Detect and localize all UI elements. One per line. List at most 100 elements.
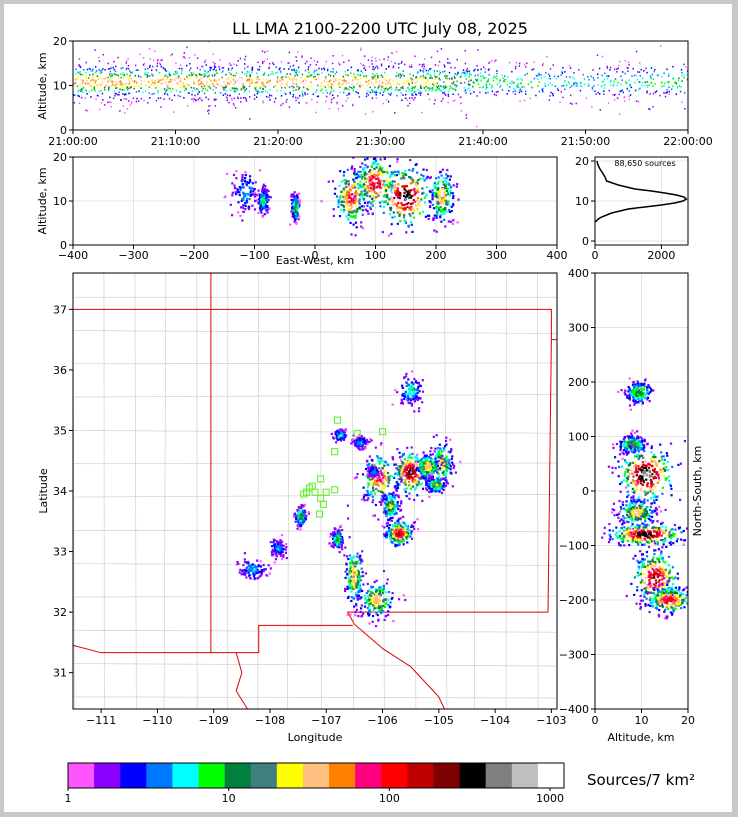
source-cell [399,522,402,525]
source-point [126,88,129,90]
x-tick-label: 200 [426,249,447,262]
source-point [118,93,120,96]
source-cell [447,464,450,467]
source-point [146,76,148,78]
source-cell [359,558,362,561]
source-point [420,82,423,84]
source-cell [428,474,431,477]
source-point [537,78,539,80]
source-cell [422,451,425,454]
source-point [204,75,206,77]
source-cell [262,197,265,200]
source-cell [432,218,435,221]
source-cell [414,191,418,195]
source-cell [419,464,422,467]
source-point [339,91,341,94]
source-point [115,73,118,76]
source-point [443,64,445,66]
source-cell [362,197,365,200]
source-cell [445,194,448,197]
source-cell [432,465,436,468]
source-cell [411,470,414,473]
source-cell [353,168,356,171]
source-cell [437,191,440,194]
source-point [213,85,215,87]
source-point [209,69,211,71]
source-point [205,72,208,74]
source-cell [423,454,426,457]
source-cell [431,459,434,462]
source-cell [442,183,445,186]
source-point [499,79,501,82]
source-cell [379,443,382,446]
source-cell [384,461,387,464]
source-point [428,98,431,101]
source-cell [413,475,416,478]
source-point [606,75,608,77]
source-cell [418,201,421,204]
county-line [73,663,557,667]
source-cell [409,469,412,472]
source-point [427,79,429,81]
source-cell [403,474,406,477]
source-cell [258,169,261,172]
source-point [200,80,202,83]
source-cell [409,463,412,466]
source-point [391,52,393,54]
source-point [421,111,423,114]
source-point [215,69,217,71]
source-point [277,76,279,79]
source-point [318,67,320,70]
source-point [120,99,122,101]
source-point [263,84,265,86]
source-cell [418,474,421,477]
source-point [177,77,180,80]
source-cell [380,473,383,476]
source-point [234,87,236,90]
source-point [549,82,551,84]
source-cell [430,476,433,480]
source-point [371,63,373,65]
source-point [664,95,667,98]
source-cell [404,173,407,176]
source-point [142,91,144,94]
source-point [356,83,358,86]
source-cell [362,205,365,208]
source-cell [416,484,419,487]
source-point [316,95,319,98]
source-point [177,82,179,85]
source-point [186,46,188,49]
source-point [430,56,433,59]
source-point [330,70,332,73]
source-cell [375,482,378,485]
source-cell [435,460,438,463]
source-cell [371,195,375,198]
source-cell [373,190,376,193]
source-point [163,93,166,95]
source-point [453,83,456,86]
source-cell [383,200,386,203]
source-cell [435,463,438,466]
source-point [86,82,88,85]
source-cell [441,454,444,457]
source-cell [396,544,399,547]
source-point [343,61,345,63]
source-cell [394,186,397,189]
source-point [244,97,246,99]
source-cell [255,194,258,197]
chart-title: LL LMA 2100-2200 UTC July 08, 2025 [232,19,528,38]
source-point [467,83,470,85]
source-cell [445,479,448,482]
source-cell [438,475,441,478]
source-cell [379,604,382,607]
source-point [610,84,612,87]
source-cell [357,577,360,580]
source-point [430,67,432,70]
source-cell [231,214,234,217]
source-cell [402,470,405,473]
source-point [405,90,407,93]
source-point [301,56,303,59]
source-point [402,87,404,90]
source-point [411,87,413,89]
county-line [382,273,385,709]
